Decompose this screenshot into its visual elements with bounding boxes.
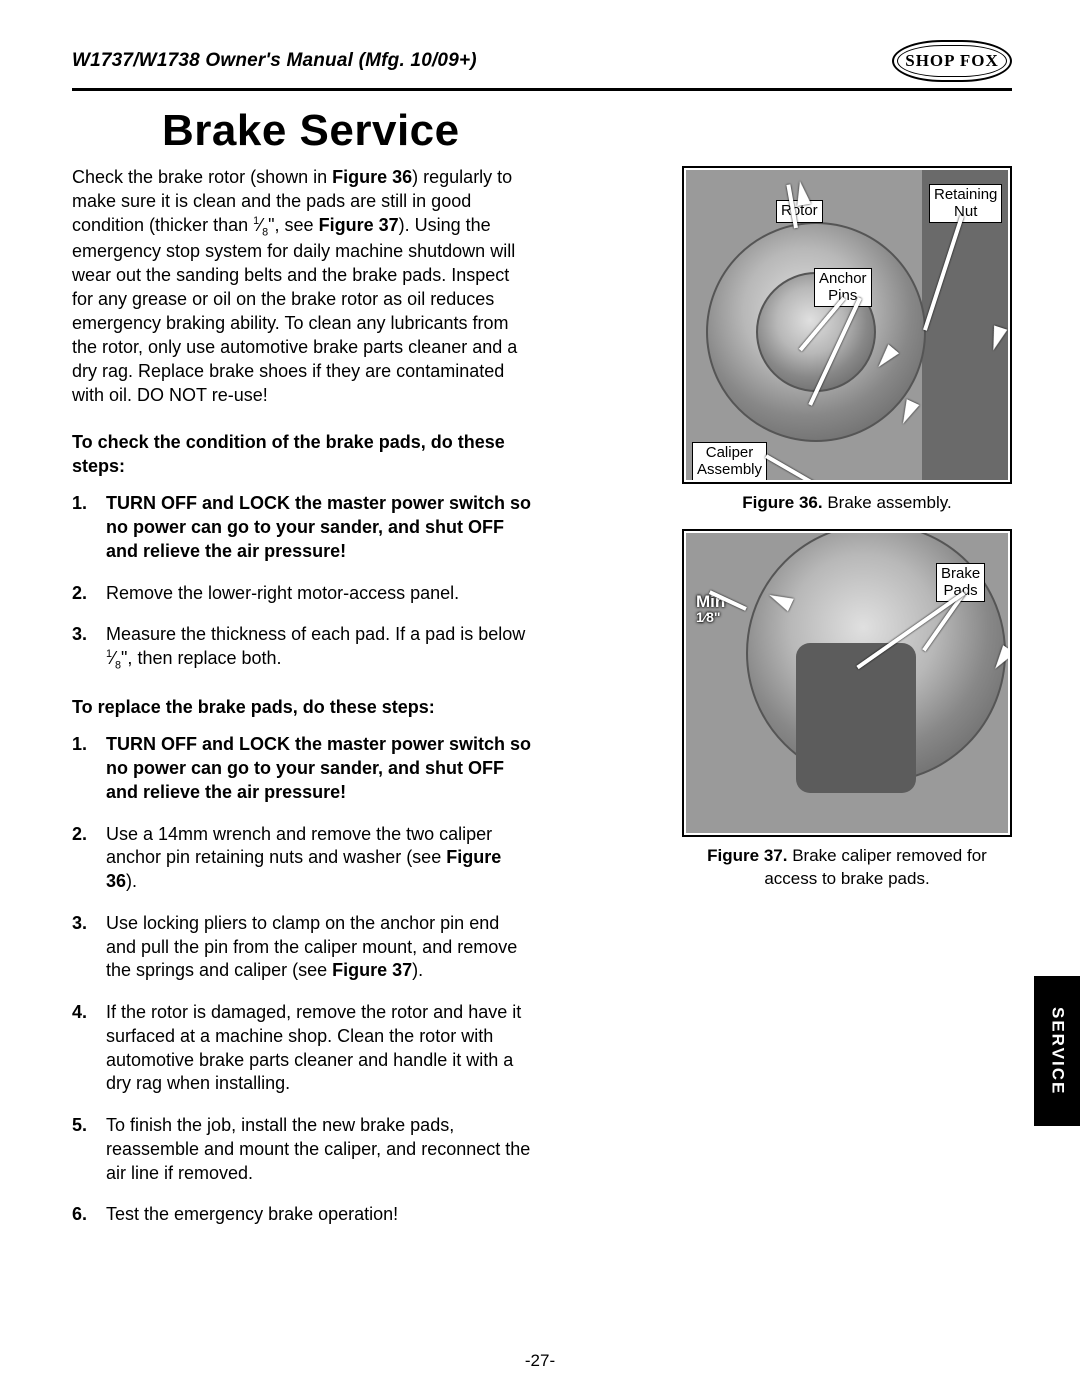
figure-36-caption: Figure 36. Brake assembly. bbox=[682, 492, 1012, 515]
figure-36-caption-label: Figure 36. bbox=[742, 493, 822, 512]
figure-36-caption-text: Brake assembly. bbox=[823, 493, 952, 512]
step-item: Test the emergency brake operation! bbox=[72, 1203, 532, 1227]
right-column: Rotor RetainingNut AnchorPins CaliperAss… bbox=[558, 166, 1012, 1245]
figure-36: Rotor RetainingNut AnchorPins CaliperAss… bbox=[682, 166, 1012, 484]
page-number: -27- bbox=[0, 1350, 1080, 1373]
check-steps-list: TURN OFF and LOCK the master power switc… bbox=[72, 492, 532, 673]
figure-37-caption-label: Figure 37. bbox=[707, 846, 787, 865]
label-retaining-nut: RetainingNut bbox=[929, 184, 1002, 223]
step-item: Measure the thickness of each pad. If a … bbox=[72, 623, 532, 673]
manual-title: W1737/W1738 Owner's Manual (Mfg. 10/09+) bbox=[72, 48, 477, 74]
intro-paragraph: Check the brake rotor (shown in Figure 3… bbox=[72, 166, 532, 407]
step-item: TURN OFF and LOCK the master power switc… bbox=[72, 733, 532, 804]
figure-36-image: Rotor RetainingNut AnchorPins CaliperAss… bbox=[686, 170, 1008, 480]
section-tab-service: SERVICE bbox=[1034, 976, 1080, 1126]
figure-37-caption-text: Brake caliper removed for access to brak… bbox=[764, 846, 987, 888]
step-item: Use a 14mm wrench and remove the two cal… bbox=[72, 823, 532, 894]
figure-37: BrakePads Min 1⁄8" bbox=[682, 529, 1012, 837]
page-header: W1737/W1738 Owner's Manual (Mfg. 10/09+)… bbox=[72, 40, 1012, 91]
replace-heading: To replace the brake pads, do these step… bbox=[72, 695, 532, 719]
label-min-frac: 1⁄8" bbox=[696, 610, 725, 624]
step-item: To finish the job, install the new brake… bbox=[72, 1114, 532, 1185]
check-heading: To check the condition of the brake pads… bbox=[72, 430, 532, 479]
page-title: Brake Service bbox=[162, 101, 1012, 160]
callout-arrow bbox=[765, 455, 819, 481]
figure-37-image: BrakePads Min 1⁄8" bbox=[686, 533, 1008, 833]
figure-37-caption: Figure 37. Brake caliper removed for acc… bbox=[682, 845, 1012, 891]
replace-steps-list: TURN OFF and LOCK the master power switc… bbox=[72, 733, 532, 1227]
label-caliper-assembly: CaliperAssembly bbox=[692, 442, 767, 480]
content-columns: Check the brake rotor (shown in Figure 3… bbox=[72, 166, 1012, 1245]
left-column: Check the brake rotor (shown in Figure 3… bbox=[72, 166, 532, 1245]
brand-logo: SHOP FOX bbox=[892, 40, 1012, 82]
step-item: TURN OFF and LOCK the master power switc… bbox=[72, 492, 532, 563]
step-item: Remove the lower-right motor-access pane… bbox=[72, 582, 532, 606]
callout-arrowhead bbox=[896, 399, 919, 427]
brand-logo-text: SHOP FOX bbox=[905, 50, 998, 73]
step-item: Use locking pliers to clamp on the ancho… bbox=[72, 912, 532, 983]
step-item: If the rotor is damaged, remove the roto… bbox=[72, 1001, 532, 1096]
